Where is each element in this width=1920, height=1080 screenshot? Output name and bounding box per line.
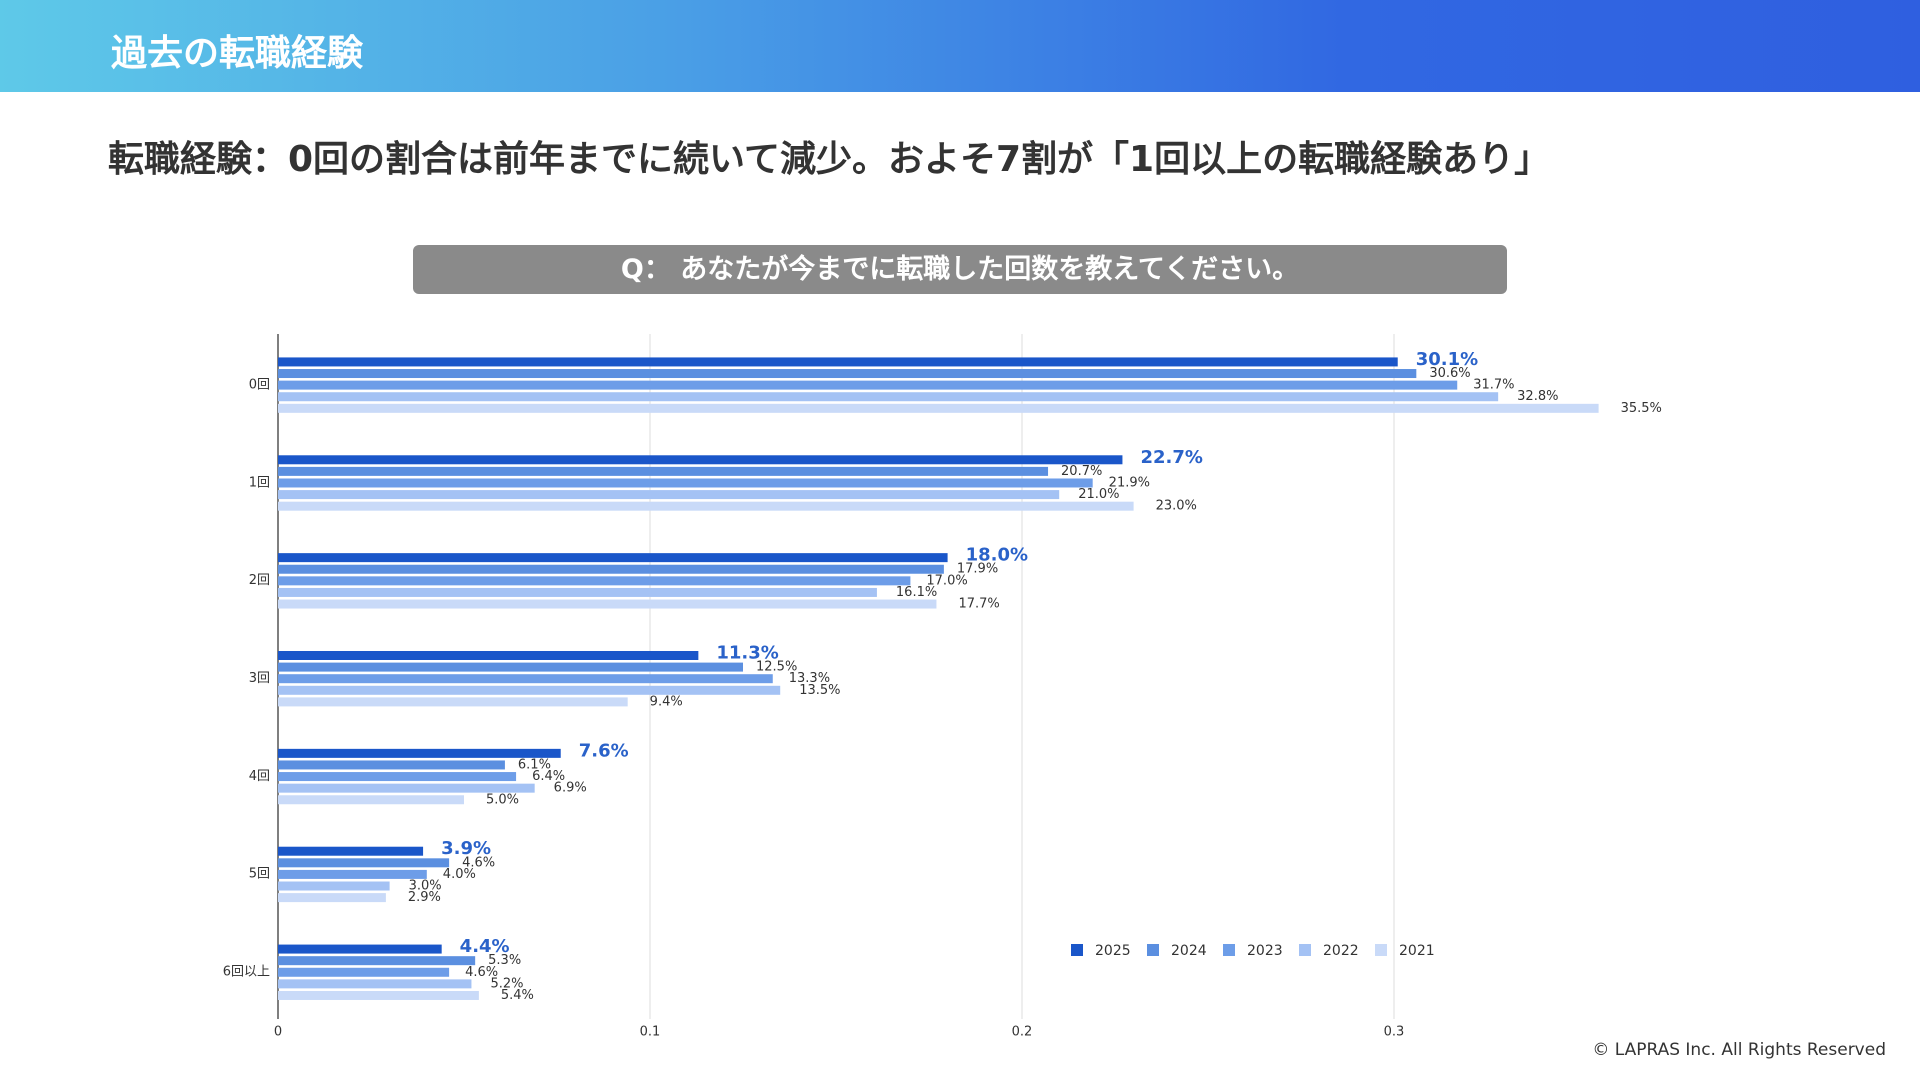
value-label: 3.0% (409, 879, 442, 894)
bar (278, 967, 450, 977)
value-label: 6.9% (554, 781, 587, 796)
bar (278, 772, 517, 782)
value-label: 11.3% (716, 643, 778, 664)
legend-swatch (1299, 944, 1311, 956)
x-tick-label: 0.1 (640, 1025, 661, 1040)
bar (278, 478, 1093, 488)
value-label: 31.7% (1473, 378, 1514, 393)
x-tick-label: 0.3 (1384, 1025, 1405, 1040)
value-label: 3.9% (441, 838, 491, 859)
bar (278, 587, 877, 597)
value-label: 5.0% (486, 792, 519, 807)
value-label: 21.0% (1078, 487, 1119, 502)
bar (278, 490, 1060, 500)
value-label: 5.4% (501, 988, 534, 1003)
bar (278, 795, 464, 805)
value-label: 9.4% (650, 694, 683, 709)
header: 過去の転職経験 (0, 0, 1920, 92)
value-label: 17.0% (926, 573, 967, 588)
bar (278, 501, 1134, 511)
legend-label: 2023 (1247, 943, 1283, 959)
value-label: 6.4% (532, 769, 565, 784)
value-label: 21.9% (1109, 475, 1150, 490)
footer: © LAPRAS Inc. All Rights Reserved (1592, 1040, 1886, 1060)
y-tick-label: 3回 (249, 671, 270, 686)
bar (278, 979, 472, 989)
bar (278, 944, 442, 954)
value-label: 20.7% (1061, 464, 1102, 479)
value-label: 32.8% (1517, 389, 1558, 404)
bar (278, 564, 944, 574)
value-label: 4.6% (462, 855, 495, 870)
value-label: 2.9% (408, 890, 441, 905)
bar (278, 455, 1123, 465)
y-tick-label: 6回以上 (223, 965, 270, 980)
legend-label: 2022 (1323, 943, 1359, 959)
x-tick-label: 0.2 (1012, 1025, 1033, 1040)
bar (278, 685, 781, 695)
legend-swatch (1071, 944, 1083, 956)
bar (278, 651, 699, 660)
bar (278, 403, 1599, 413)
bar (278, 869, 427, 879)
legend-swatch (1375, 944, 1387, 956)
value-label: 17.7% (958, 597, 999, 612)
y-tick-label: 0回 (249, 377, 270, 392)
value-label: 4.0% (443, 867, 476, 882)
bar (278, 392, 1499, 402)
bar (278, 599, 937, 609)
bar (278, 576, 911, 586)
legend-label: 2024 (1171, 943, 1207, 959)
bar (278, 760, 505, 770)
bar (278, 990, 479, 1000)
value-label: 30.6% (1429, 366, 1470, 381)
bar (278, 956, 476, 966)
y-tick-label: 1回 (249, 475, 270, 490)
bar (278, 662, 743, 672)
bar (278, 466, 1049, 476)
value-label: 6.1% (518, 757, 551, 772)
y-tick-label: 5回 (249, 867, 270, 882)
bar (278, 357, 1398, 367)
value-label: 35.5% (1621, 401, 1662, 416)
value-label: 5.3% (488, 953, 521, 968)
y-tick-label: 2回 (249, 573, 270, 588)
value-label: 12.5% (756, 660, 797, 675)
question: Q： あなたが今までに転職した回数を教えてください。 (413, 245, 1507, 294)
value-label: 13.3% (789, 671, 830, 686)
y-tick-label: 4回 (249, 769, 270, 784)
bar (278, 846, 424, 856)
legend-label: 2025 (1095, 943, 1131, 959)
value-label: 4.4% (460, 936, 510, 957)
value-label: 13.5% (799, 683, 840, 698)
value-label: 18.0% (966, 545, 1028, 566)
legend-label: 2021 (1399, 943, 1435, 959)
value-label: 23.0% (1156, 499, 1197, 514)
value-label: 17.9% (957, 562, 998, 577)
value-label: 22.7% (1140, 447, 1202, 468)
value-label: 16.1% (896, 585, 937, 600)
bar (278, 748, 561, 758)
value-label: 4.6% (465, 965, 498, 980)
bar (278, 893, 386, 903)
legend-swatch (1223, 944, 1235, 956)
bar (278, 674, 773, 684)
x-tick-label: 0 (274, 1025, 282, 1040)
value-label: 7.6% (579, 740, 629, 761)
bar (278, 380, 1458, 390)
value-label: 30.1% (1416, 349, 1478, 370)
bar (278, 858, 450, 868)
header-title: 過去の転職経験 (111, 33, 364, 74)
bar (278, 553, 948, 563)
value-label: 5.2% (490, 976, 523, 991)
legend-swatch (1147, 944, 1159, 956)
bar (278, 783, 535, 793)
bar (278, 697, 628, 707)
subtitle: 転職経験：0回の割合は前年までに続いて減少。およそ7割が「1回以上の転職経験あり… (108, 139, 1551, 180)
bar (278, 369, 1417, 379)
bar (278, 881, 390, 891)
